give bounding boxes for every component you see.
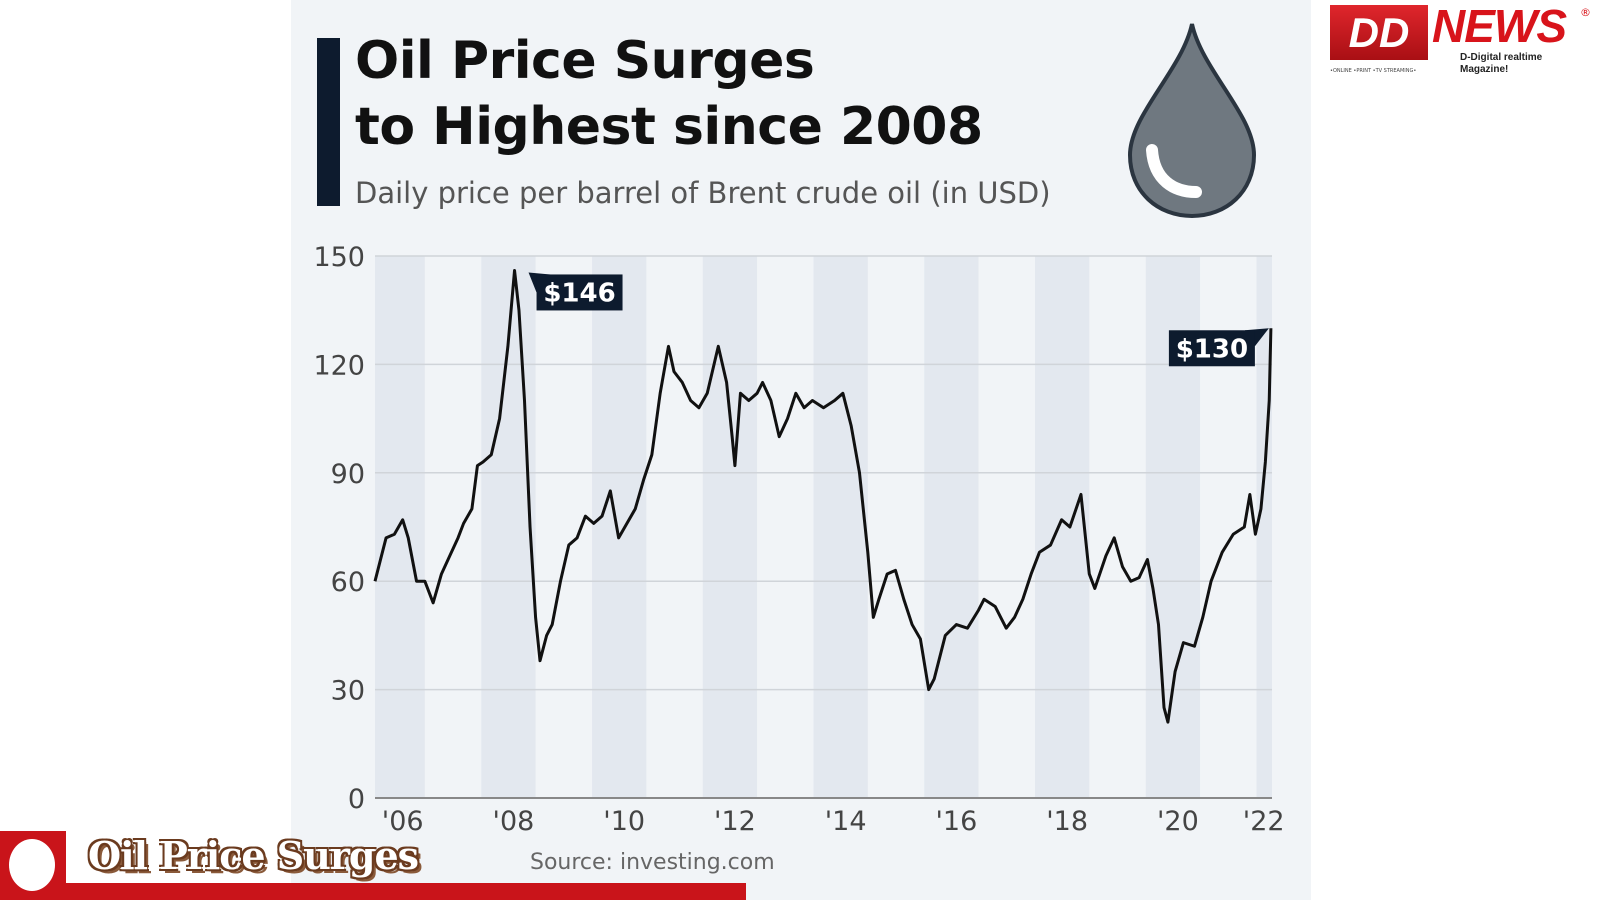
y-tick-label: 120 — [313, 350, 365, 381]
year-band — [813, 256, 868, 798]
year-band — [702, 256, 758, 798]
ticker-headline: Oil Price Surges — [88, 833, 419, 878]
y-tick-label: 60 — [331, 567, 365, 598]
x-tick-label: '10 — [603, 806, 645, 837]
x-tick-label: '16 — [935, 806, 977, 837]
logo-tagline: D-Digital realtime Magazine! — [1460, 52, 1543, 75]
oil-drop-icon — [1127, 23, 1257, 219]
year-band — [1035, 256, 1090, 798]
logo-dd: DD — [1330, 5, 1428, 60]
title-line-2: to Highest since 2008 — [355, 97, 983, 157]
x-tick-label: '20 — [1157, 806, 1199, 837]
x-tick-label: '22 — [1243, 806, 1285, 837]
y-tick-label: 0 — [348, 784, 365, 815]
logo-news: NEWS — [1432, 0, 1567, 52]
callout-box — [1168, 330, 1255, 367]
callout-box — [536, 274, 623, 311]
callout-label: $130 — [1176, 334, 1248, 364]
source-text: Source: investing.com — [530, 850, 775, 875]
logo-channels: •ONLINE •PRINT •TV STREAMING• — [1330, 68, 1417, 74]
callout-label: $146 — [543, 278, 615, 308]
title-accent-bar — [317, 38, 340, 206]
x-tick-label: '06 — [382, 806, 424, 837]
chart-title: Oil Price Surges to Highest since 2008 — [355, 28, 983, 160]
x-tick-label: '08 — [493, 806, 535, 837]
year-band — [592, 256, 647, 798]
ticker-badge — [0, 831, 66, 900]
x-tick-label: '14 — [825, 806, 867, 837]
x-tick-label: '12 — [714, 806, 756, 837]
title-line-1: Oil Price Surges — [355, 31, 815, 91]
year-band — [924, 256, 979, 798]
circle-icon — [9, 839, 55, 891]
y-tick-label: 150 — [313, 242, 365, 273]
y-tick-label: 90 — [331, 459, 365, 490]
y-tick-label: 30 — [331, 676, 365, 707]
logo-registered: ® — [1580, 6, 1591, 19]
ticker-bar — [66, 883, 746, 900]
ddnews-logo: DD NEWS ® D-Digital realtime Magazine! •… — [1330, 0, 1591, 77]
x-tick-label: '18 — [1046, 806, 1088, 837]
price-line — [373, 268, 1273, 724]
chart-subtitle: Daily price per barrel of Brent crude oi… — [355, 176, 1051, 210]
